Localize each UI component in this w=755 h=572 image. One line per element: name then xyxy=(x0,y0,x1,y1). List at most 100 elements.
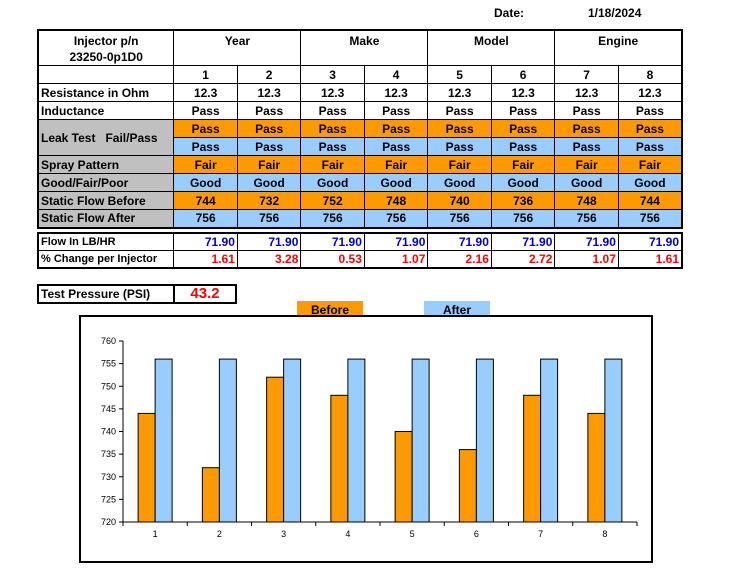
static-flow-before: 748 xyxy=(554,191,619,210)
bar-after xyxy=(411,358,430,523)
spray-pattern-after: Good xyxy=(300,173,365,192)
leak-test-after: Pass xyxy=(236,137,302,156)
resistance-value: 12.3 xyxy=(173,83,238,102)
spray-pattern-before: Fair xyxy=(554,155,619,174)
static-flow-after: 756 xyxy=(490,209,556,228)
spray-pattern-before: Fair xyxy=(300,155,365,174)
leak-test-after: Pass xyxy=(173,137,238,156)
pct-change-value: 0.53 xyxy=(300,250,365,269)
resistance-label: Resistance in Ohm xyxy=(37,83,175,102)
static-flow-after-row: Static Flow After 756 756 756 756 756 75… xyxy=(37,209,683,228)
make-header: Make xyxy=(300,29,429,66)
injector-number: 1 xyxy=(173,65,238,84)
leak-test-before: Pass xyxy=(427,119,492,138)
leak-test-after: Pass xyxy=(554,137,619,156)
x-tick-label: 4 xyxy=(345,529,350,539)
spray-pattern-label: Spray Pattern xyxy=(37,155,175,174)
spray-pattern-before: Fair xyxy=(236,155,302,174)
static-flow-before: 752 xyxy=(300,191,365,210)
leak-test-after: Pass xyxy=(617,137,683,156)
resistance-value: 12.3 xyxy=(427,83,492,102)
bar-before xyxy=(523,394,542,523)
static-flow-before: 740 xyxy=(427,191,492,210)
leak-test-after: Pass xyxy=(490,137,556,156)
bar-after xyxy=(218,358,237,523)
flow-chart: 720 725 730 735 740 745 750 755 760 1 2 3 4 5 6 7 8 xyxy=(79,315,653,563)
bar-after xyxy=(154,358,173,523)
y-tick-label: 755 xyxy=(101,359,116,369)
x-tick-label: 3 xyxy=(281,529,286,539)
bar-before xyxy=(458,449,477,523)
static-flow-before: 748 xyxy=(363,191,429,210)
static-flow-after: 756 xyxy=(617,209,683,228)
spray-pattern-before: Fair xyxy=(173,155,238,174)
flow-lbhr-value: 71.90 xyxy=(617,232,683,251)
model-header: Model xyxy=(427,29,556,66)
resistance-value: 12.3 xyxy=(490,83,556,102)
resistance-value: 12.3 xyxy=(300,83,365,102)
bar-after xyxy=(604,358,623,523)
year-header: Year xyxy=(173,29,302,66)
bar-before xyxy=(587,412,606,523)
spray-pattern-before: Fair xyxy=(617,155,683,174)
bar-after xyxy=(283,358,302,523)
spray-pattern-after: Good xyxy=(617,173,683,192)
static-flow-after: 756 xyxy=(236,209,302,228)
injector-test-table: Injector p/n 23250-0p1D0 Year Make Model… xyxy=(37,29,683,229)
pct-change-value: 1.61 xyxy=(617,250,683,269)
pct-change-row: % Change per Injector 1.61 3.28 0.53 1.0… xyxy=(37,250,683,269)
injector-number: 6 xyxy=(490,65,556,84)
date-label: Date: xyxy=(494,6,525,20)
x-tick-label: 2 xyxy=(217,529,222,539)
y-tick-label: 750 xyxy=(101,381,116,391)
static-flow-before: 732 xyxy=(236,191,302,210)
x-tick-label: 6 xyxy=(474,529,479,539)
static-flow-after: 756 xyxy=(300,209,365,228)
leak-test-before: Pass xyxy=(300,119,365,138)
leak-test-before: Pass xyxy=(617,119,683,138)
pct-change-value: 1.61 xyxy=(173,250,238,269)
inductance-value: Pass xyxy=(427,101,492,120)
bar-after xyxy=(347,358,366,523)
resistance-row: Resistance in Ohm 12.3 12.3 12.3 12.3 12… xyxy=(37,83,683,102)
spray-pattern-after: Good xyxy=(173,173,238,192)
spray-pattern-before-row: Spray Pattern Fair Fair Fair Fair Fair F… xyxy=(37,155,683,174)
resistance-value: 12.3 xyxy=(554,83,619,102)
inductance-row: Inductance Pass Pass Pass Pass Pass Pass… xyxy=(37,101,683,120)
leak-test-before-row: Leak Test Fail/Pass Pass Pass Pass Pass … xyxy=(37,119,683,156)
bar-before xyxy=(266,376,285,523)
flow-lbhr-value: 71.90 xyxy=(554,232,619,251)
blank-cell xyxy=(37,65,175,84)
spray-pattern-after: Good xyxy=(490,173,556,192)
static-flow-before: 736 xyxy=(490,191,556,210)
static-flow-after-label: Static Flow After xyxy=(37,209,175,228)
leak-test-label: Leak Test Fail/Pass xyxy=(37,119,175,156)
resistance-value: 12.3 xyxy=(617,83,683,102)
legend-after: After xyxy=(424,301,490,315)
flow-lbhr-value: 71.90 xyxy=(300,232,365,251)
inductance-value: Pass xyxy=(236,101,302,120)
spray-pattern-after: Good xyxy=(363,173,429,192)
static-flow-after: 756 xyxy=(427,209,492,228)
flow-lbhr-value: 71.90 xyxy=(363,232,429,251)
date-value: 1/18/2024 xyxy=(588,6,642,20)
pct-change-value: 1.07 xyxy=(554,250,619,269)
x-tick-label: 1 xyxy=(153,529,158,539)
inductance-label: Inductance xyxy=(37,101,175,120)
bar-before xyxy=(201,467,220,523)
inductance-value: Pass xyxy=(300,101,365,120)
spray-pattern-label-options: Good/Fair/Poor xyxy=(37,173,175,192)
flow-lbhr-value: 71.90 xyxy=(490,232,556,251)
flow-lbhr-value: 71.90 xyxy=(427,232,492,251)
leak-test-before: Pass xyxy=(363,119,429,138)
static-flow-after: 756 xyxy=(363,209,429,228)
spray-pattern-before: Fair xyxy=(427,155,492,174)
pct-change-value: 1.07 xyxy=(363,250,429,269)
y-tick-label: 740 xyxy=(101,427,116,437)
injector-number: 4 xyxy=(363,65,429,84)
legend-before: Before xyxy=(297,301,363,315)
spray-pattern-after: Good xyxy=(427,173,492,192)
bar-after xyxy=(475,358,494,523)
static-flow-before-label: Static Flow Before xyxy=(37,191,175,210)
bar-after xyxy=(540,358,559,523)
